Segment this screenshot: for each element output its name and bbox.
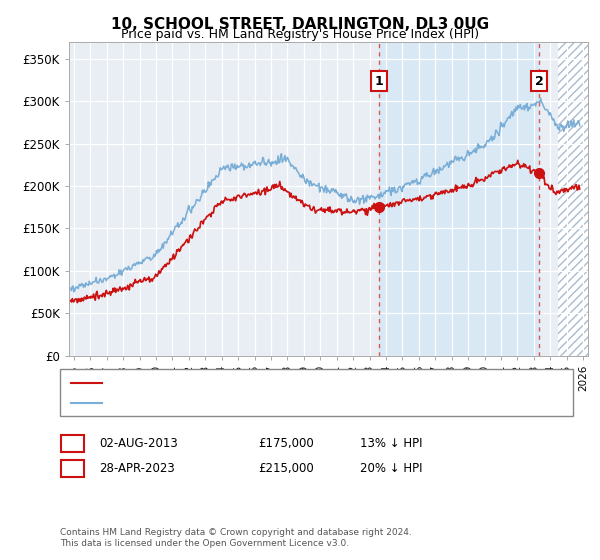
Text: 13% ↓ HPI: 13% ↓ HPI bbox=[360, 437, 422, 450]
Text: 02-AUG-2013: 02-AUG-2013 bbox=[99, 437, 178, 450]
Text: Price paid vs. HM Land Registry's House Price Index (HPI): Price paid vs. HM Land Registry's House … bbox=[121, 28, 479, 41]
Text: 1: 1 bbox=[375, 74, 383, 88]
Text: 2: 2 bbox=[68, 462, 77, 475]
Text: 10, SCHOOL STREET, DARLINGTON, DL3 0UG: 10, SCHOOL STREET, DARLINGTON, DL3 0UG bbox=[111, 17, 489, 32]
Text: 10, SCHOOL STREET, DARLINGTON, DL3 0UG (detached house): 10, SCHOOL STREET, DARLINGTON, DL3 0UG (… bbox=[107, 378, 436, 388]
Text: HPI: Average price, detached house, Darlington: HPI: Average price, detached house, Darl… bbox=[107, 398, 355, 408]
Text: Contains HM Land Registry data © Crown copyright and database right 2024.
This d: Contains HM Land Registry data © Crown c… bbox=[60, 528, 412, 548]
Bar bbox=[379, 42, 539, 356]
Text: £175,000: £175,000 bbox=[258, 437, 314, 450]
Text: £215,000: £215,000 bbox=[258, 462, 314, 475]
Text: 1: 1 bbox=[68, 437, 77, 450]
Text: 2: 2 bbox=[535, 74, 544, 88]
Text: 28-APR-2023: 28-APR-2023 bbox=[99, 462, 175, 475]
Text: 20% ↓ HPI: 20% ↓ HPI bbox=[360, 462, 422, 475]
